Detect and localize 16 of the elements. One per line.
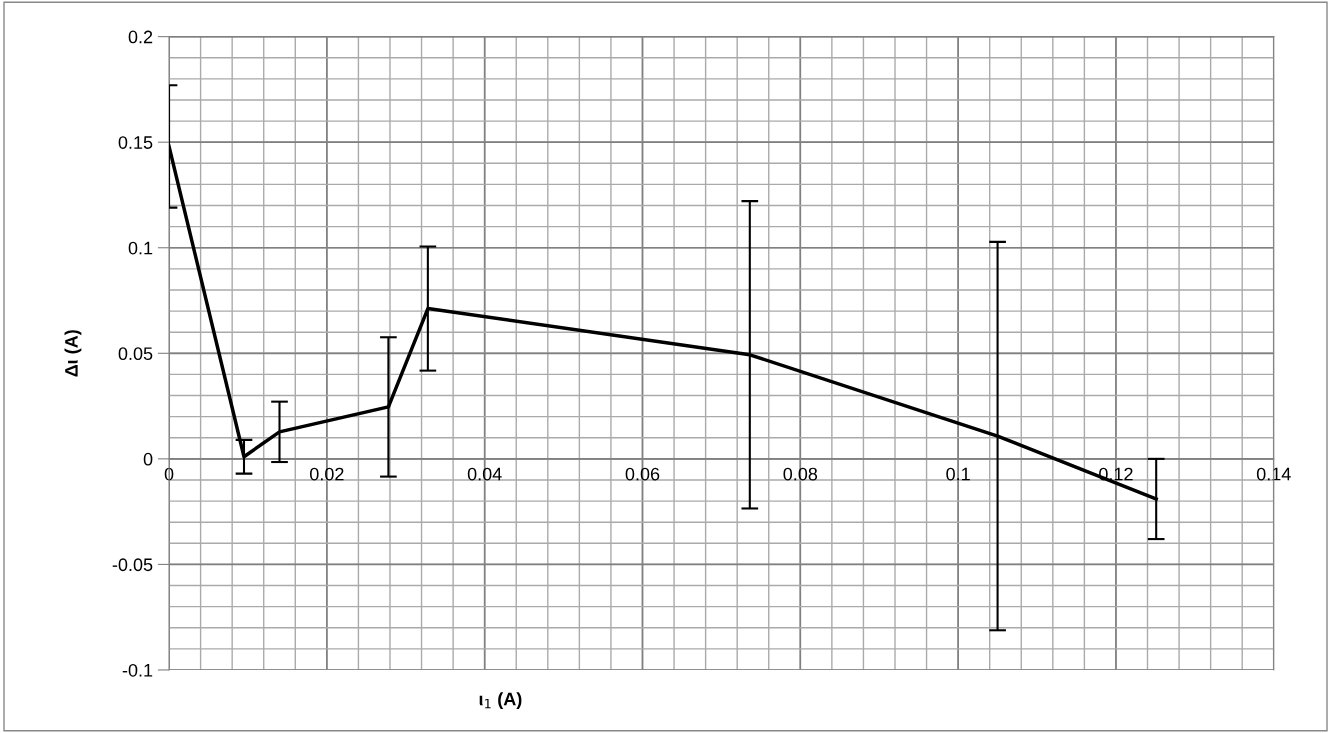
y-tick-label: 0 <box>143 452 153 466</box>
x-tick-label: 0.14 <box>1256 467 1291 481</box>
y-axis-title: Δι (A) <box>64 330 82 377</box>
x-tick-label: 0.08 <box>783 467 818 481</box>
x-tick-label: 0.04 <box>467 467 502 481</box>
x-axis-title: ι$_{1}$ (A) <box>479 692 522 709</box>
x-tick-label: 0.1 <box>946 467 970 481</box>
x-tick-label: 0 <box>164 467 174 481</box>
y-tick-label: 0.1 <box>128 241 153 255</box>
y-tick-label: 0.2 <box>128 30 153 44</box>
y-tick-label: 0.15 <box>118 136 153 149</box>
x-tick-label: 0.02 <box>309 467 344 481</box>
x-tick-label: 0.06 <box>625 467 660 481</box>
y-tick-label: -0.1 <box>122 663 153 677</box>
y-tick-label: 0.05 <box>118 347 153 361</box>
y-tick-label: -0.05 <box>112 558 153 572</box>
